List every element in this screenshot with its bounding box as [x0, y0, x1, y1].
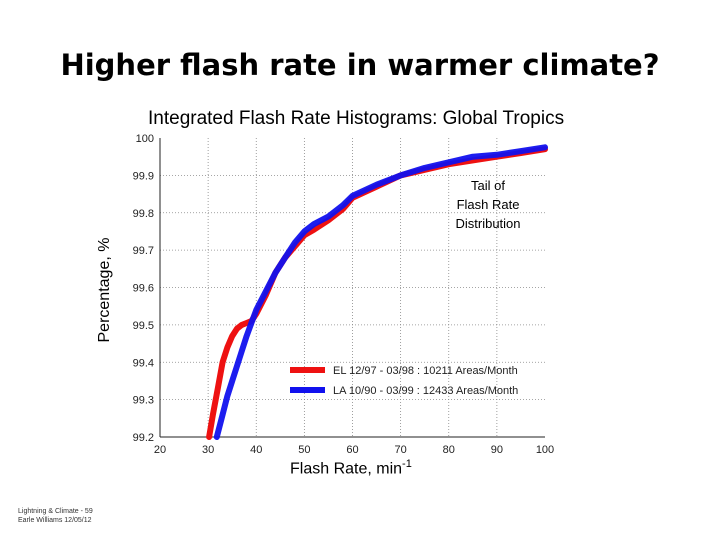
y-tick-label: 99.7 [133, 245, 154, 257]
data-series [206, 144, 548, 440]
x-tick-label: 90 [491, 444, 503, 456]
annotation-line-1: Tail of [471, 178, 505, 193]
x-axis-label: Flash Rate, min-1 [290, 458, 412, 478]
footer-line-1: Lightning & Climate - 59 [18, 508, 93, 515]
x-axis-label-exponent: -1 [402, 458, 412, 470]
x-tick-label: 30 [202, 444, 214, 456]
x-tick-label: 80 [443, 444, 455, 456]
x-axis-label-text: Flash Rate, min [290, 460, 403, 478]
series-line-2 [213, 144, 548, 440]
y-tick-label: 99.4 [133, 357, 154, 369]
x-tick-label: 60 [346, 444, 358, 456]
y-axis-label: Percentage, % [96, 237, 113, 343]
legend-label-2: LA 10/90 - 03/99 : 12433 Areas/Month [333, 385, 518, 397]
x-tick-label: 20 [154, 444, 166, 456]
x-tick-label: 70 [395, 444, 407, 456]
annotation-line-3: Distribution [455, 216, 521, 231]
y-tick-label: 99.6 [133, 283, 154, 295]
annotation-line-2: Flash Rate [456, 197, 520, 212]
tick-labels: 20 30 40 50 60 70 80 90 100 99.2 99.3 99.4 99.5 99.6 9… [133, 133, 555, 456]
y-tick-label: 99.8 [133, 208, 154, 220]
slide-title: Higher flash rate in warmer climate? [60, 48, 660, 82]
y-tick-label: 99.3 [133, 395, 154, 407]
y-tick-label: 99.9 [133, 170, 154, 182]
chart-title: Integrated Flash Rate Histograms: Global… [148, 108, 565, 129]
x-tick-label: 40 [250, 444, 262, 456]
footer-line-2: Earle Williams 12/05/12 [18, 517, 92, 524]
y-tick-label: 99.5 [133, 320, 154, 332]
axes [159, 138, 545, 438]
slide-footer: Lightning & Climate - 59 Earle Williams … [18, 507, 93, 525]
legend-label-1: EL 12/97 - 03/98 : 10211 Areas/Month [333, 365, 518, 377]
y-tick-label: 99.2 [133, 432, 154, 444]
y-tick-label: 100 [136, 133, 154, 145]
tail-annotation: Tail of Flash Rate Distribution [438, 176, 538, 233]
x-tick-label: 100 [536, 444, 554, 456]
legend: EL 12/97 - 03/98 : 10211 Areas/Month LA 1… [290, 365, 518, 397]
x-tick-label: 50 [298, 444, 310, 456]
